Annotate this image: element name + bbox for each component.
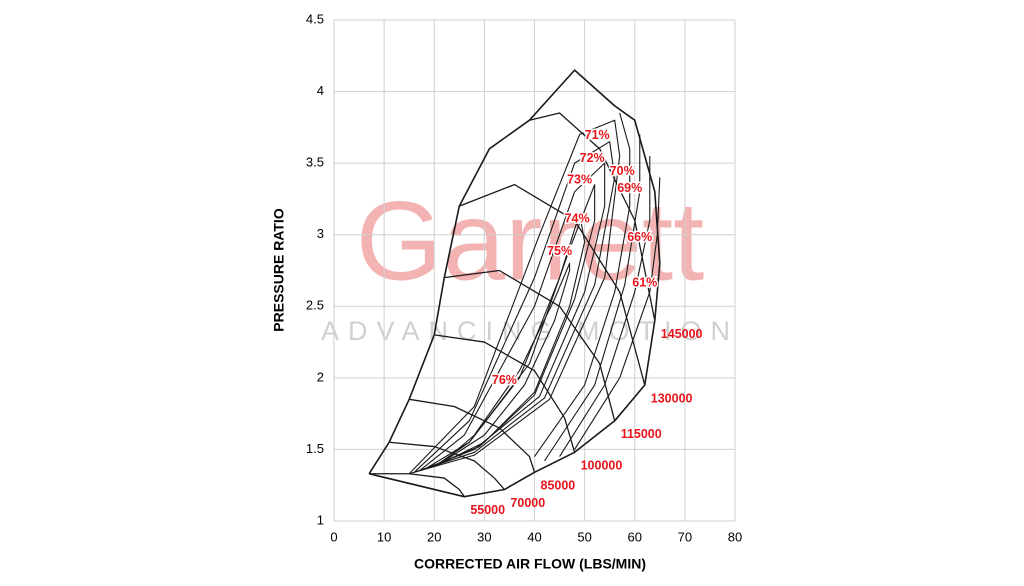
speed-line	[434, 334, 576, 453]
efficiency-label: 69%	[617, 181, 642, 195]
efficiency-contour	[544, 134, 641, 462]
x-tick-label: 50	[577, 529, 591, 544]
watermark: Garrett	[356, 179, 705, 304]
y-tick-label: 2.5	[306, 298, 324, 313]
x-tick-label: 30	[477, 529, 491, 544]
speed-line	[409, 398, 536, 473]
x-tick-label: 60	[628, 529, 642, 544]
x-axis-title: CORRECTED AIR FLOW (LBS/MIN)	[414, 556, 646, 572]
efficiency-contour	[413, 141, 616, 473]
efficiency-contour	[418, 162, 606, 472]
speed-label: 100000	[581, 459, 623, 473]
speed-line	[389, 441, 505, 490]
efficiency-contour	[559, 155, 651, 457]
y-tick-label: 4	[317, 83, 324, 98]
efficiency-label: 72%	[580, 151, 605, 165]
x-tick-label: 20	[427, 529, 441, 544]
efficiency-label: 66%	[627, 230, 652, 244]
y-tick-label: 1	[317, 512, 324, 527]
efficiency-label: 71%	[585, 128, 610, 142]
efficiency-contour	[534, 112, 631, 457]
efficiency-label: 73%	[567, 173, 592, 187]
speed-label: 55000	[470, 503, 505, 517]
efficiency-label: 75%	[547, 244, 572, 258]
x-tick-label: 70	[678, 529, 692, 544]
efficiency-contour	[574, 177, 661, 450]
speed-label: 85000	[541, 479, 576, 493]
y-tick-label: 2	[317, 369, 324, 384]
speed-line	[444, 269, 616, 421]
efficiency-label: 76%	[492, 373, 517, 387]
speed-line	[529, 112, 656, 321]
speed-label: 115000	[621, 427, 662, 441]
efficiency-contour	[443, 262, 571, 462]
efficiency-label: 74%	[565, 211, 590, 225]
watermark-sub: ADVANCING MOTION	[321, 316, 739, 346]
x-tick-label: 0	[330, 529, 337, 544]
y-tick-label: 3	[317, 226, 324, 241]
efficiency-contour	[423, 184, 596, 470]
y-tick-label: 3.5	[306, 155, 324, 170]
efficiency-label: 61%	[632, 276, 657, 290]
y-tick-label: 1.5	[306, 441, 324, 456]
speed-label: 145000	[661, 327, 703, 341]
x-tick-label: 10	[377, 529, 391, 544]
speed-label: 70000	[510, 496, 545, 510]
y-tick-label: 4.5	[306, 11, 324, 26]
efficiency-label: 70%	[610, 164, 635, 178]
map-outline	[368, 69, 661, 498]
y-axis-title: PRESSURE RATIO	[271, 208, 287, 332]
speed-line	[369, 473, 465, 498]
speed-label: 130000	[651, 391, 693, 405]
speed-line	[459, 183, 646, 386]
x-tick-label: 80	[728, 529, 742, 544]
x-tick-label: 40	[527, 529, 541, 544]
efficiency-contour	[408, 119, 621, 475]
